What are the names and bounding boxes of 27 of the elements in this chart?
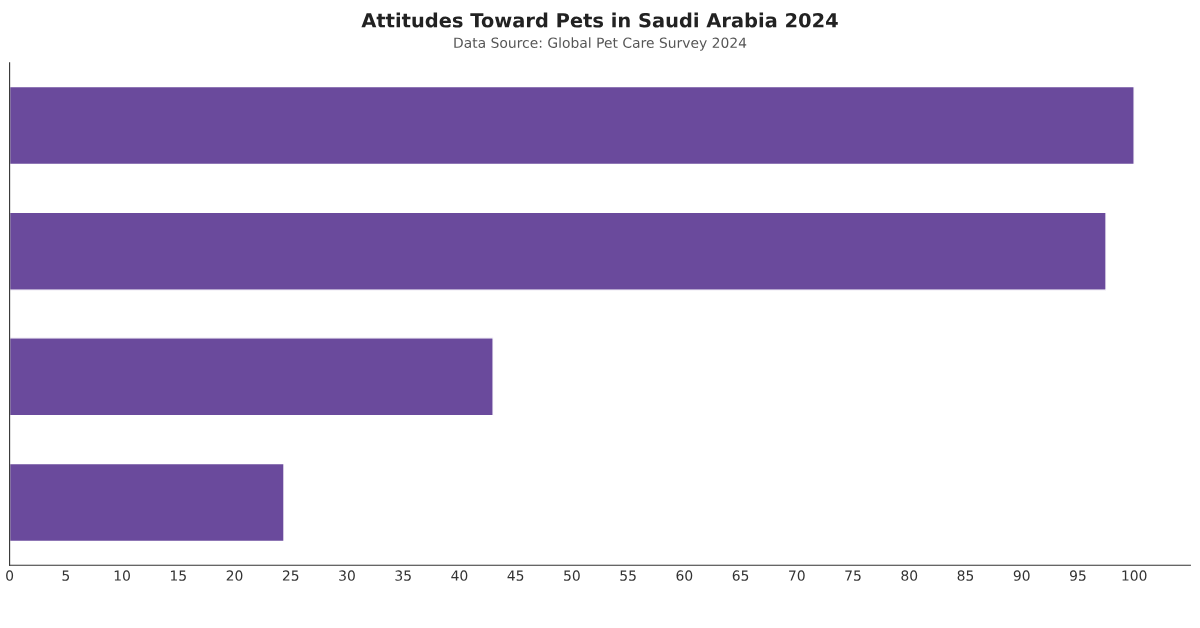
x-tick-label: 85 (957, 570, 974, 581)
chart-title: Attitudes Toward Pets in Saudi Arabia 2024 (361, 12, 838, 28)
x-tick-label: 45 (507, 570, 524, 581)
x-tick-label: 90 (1013, 570, 1030, 581)
bar (9, 211, 1107, 291)
bar (9, 462, 285, 543)
x-tick-label: 100 (1122, 570, 1147, 581)
bar (9, 85, 1135, 166)
x-tick-label: 95 (1069, 570, 1086, 581)
x-tick-label: 75 (845, 570, 861, 581)
x-tick-label: 50 (564, 570, 580, 581)
x-tick-label: 10 (114, 570, 130, 581)
chart-subtitle: Data Source: Global Pet Care Survey 2024 (454, 37, 747, 51)
x-tick-label: 65 (732, 570, 749, 581)
x-tick-label: 55 (620, 570, 636, 581)
x-tick-label: 80 (901, 570, 918, 581)
x-tick-label: 35 (395, 570, 411, 581)
x-tick-label: 40 (451, 570, 468, 581)
x-tick-label: 25 (282, 570, 299, 581)
x-tick-label: 20 (226, 570, 243, 581)
bar (9, 337, 494, 417)
x-tick-label: 15 (170, 570, 186, 581)
x-tick-label: 70 (789, 570, 805, 581)
x-tick-label: 0 (6, 570, 14, 581)
x-tick-label: 5 (62, 570, 70, 581)
x-tick-label: 60 (676, 570, 693, 581)
x-tick-label: 30 (339, 570, 355, 581)
